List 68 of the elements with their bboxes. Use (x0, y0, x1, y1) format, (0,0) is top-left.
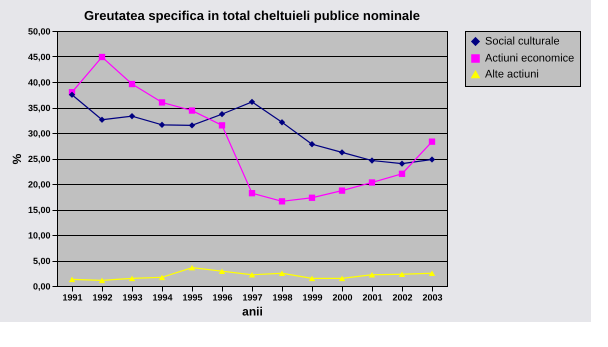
point (308, 141, 316, 148)
point (248, 272, 256, 278)
x-tick-label: 1995 (182, 292, 203, 302)
point (338, 187, 346, 194)
y-tick-label: 25,00 (28, 154, 50, 164)
point (368, 157, 376, 164)
point (368, 272, 376, 278)
point (308, 276, 316, 282)
y-tick-label: 35,00 (28, 103, 50, 113)
point (338, 149, 346, 156)
point (278, 198, 286, 205)
x-tick-label: 1991 (62, 292, 83, 302)
point (218, 268, 226, 274)
x-axis-title: anii (242, 304, 263, 318)
y-tick-label: 20,00 (28, 180, 50, 190)
legend-label: Alte actiuni (485, 68, 539, 80)
x-tick-label: 2001 (362, 292, 383, 302)
point (98, 278, 106, 284)
x-tick-label: 1993 (122, 292, 143, 302)
y-tick-label: 0,00 (32, 282, 50, 292)
chart-title: Greutatea specifica in total cheltuieli publice nominale (84, 8, 420, 23)
point (128, 276, 136, 282)
x-tick-label: 2003 (422, 292, 443, 302)
point (98, 54, 106, 60)
point (218, 110, 226, 118)
point (248, 190, 256, 196)
y-axis-title: % (10, 153, 24, 164)
x-tick-label: 1997 (242, 292, 263, 302)
point (188, 107, 196, 114)
point (248, 98, 256, 106)
point (158, 122, 166, 128)
x-tick-label: 1996 (212, 292, 233, 302)
y-tick-label: 45,00 (28, 52, 50, 62)
legend-label: Social culturale (485, 36, 560, 48)
point (128, 80, 136, 88)
point (398, 160, 406, 167)
point (398, 170, 406, 177)
y-tick-label: 50,00 (28, 26, 50, 36)
point (428, 138, 436, 145)
point (188, 264, 196, 270)
y-tick-label: 30,00 (28, 128, 50, 138)
y-tick-label: 40,00 (28, 78, 50, 88)
x-tick-label: 2000 (332, 292, 353, 302)
x-tick-label: 2002 (392, 292, 413, 302)
point (428, 270, 436, 276)
point (68, 276, 76, 282)
point (158, 274, 166, 280)
point (308, 194, 316, 201)
point (68, 92, 76, 98)
x-tick-label: 1999 (302, 292, 323, 302)
x-tick-label: 1994 (152, 292, 173, 302)
y-tick-label: 5,00 (32, 256, 50, 266)
point (158, 99, 166, 106)
point (218, 122, 226, 129)
y-tick-label: 15,00 (28, 205, 50, 215)
point (338, 276, 346, 282)
point (188, 122, 196, 129)
x-tick-label: 1998 (272, 292, 293, 302)
point (428, 156, 436, 163)
point (278, 270, 286, 276)
x-tick-label: 1992 (92, 292, 113, 302)
point (398, 272, 406, 278)
legend-label: Actiuni economice (485, 52, 574, 64)
point (128, 113, 136, 120)
y-tick-label: 10,00 (28, 230, 50, 240)
point (368, 179, 376, 186)
point (98, 116, 106, 123)
point (278, 119, 286, 126)
